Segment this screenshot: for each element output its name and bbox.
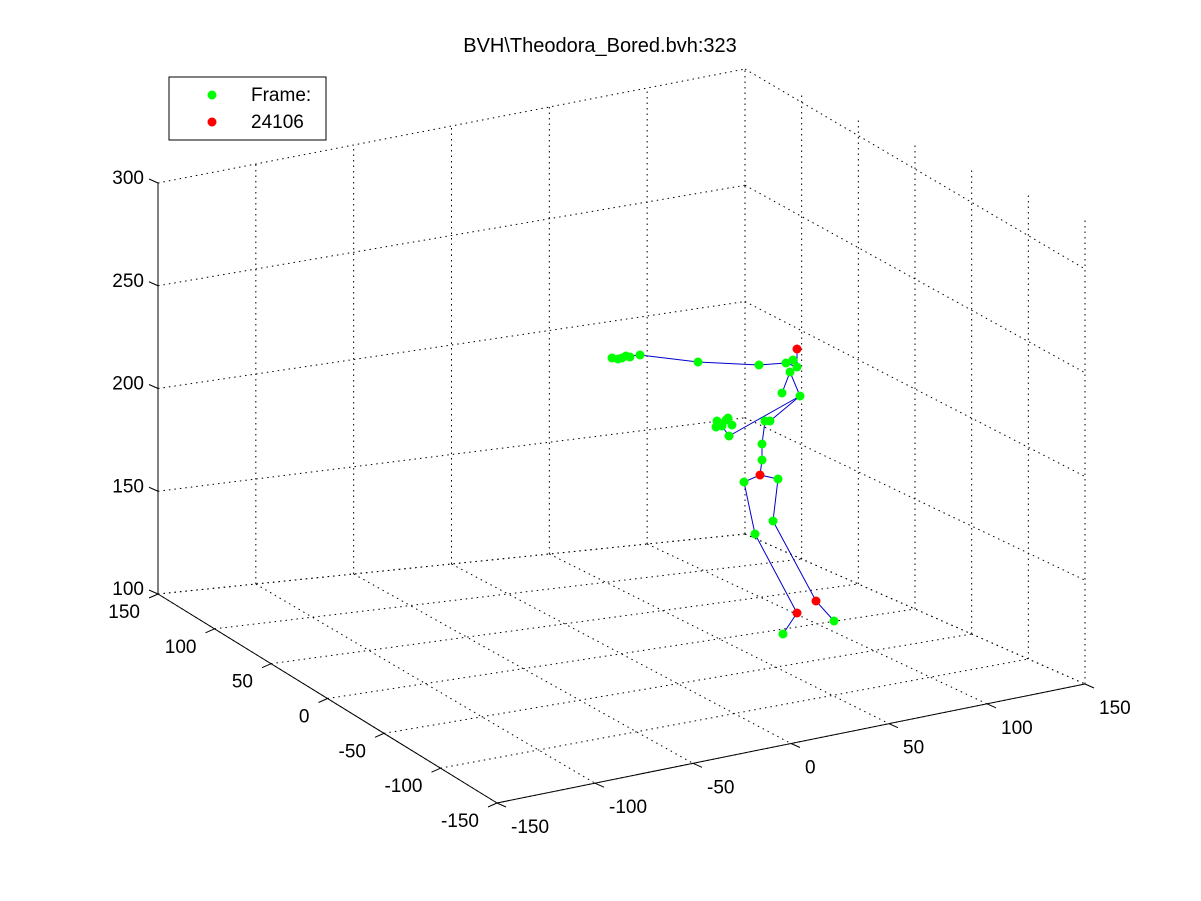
y-tick-mark [205,628,215,634]
joint-point [781,358,791,368]
x-tick-label: 0 [805,758,816,779]
joint-point [777,388,787,398]
joint-point [785,367,795,377]
z-tick-mark [148,486,159,492]
y-tick-mark [487,802,498,808]
joint-point [711,422,721,432]
left-wall-horizontal [157,68,746,184]
z-tick-mark [148,589,159,595]
highlight-joint-point [755,470,765,480]
x-tick-label: 50 [903,738,924,759]
x-tick-label: -50 [707,777,734,798]
floor-grid-line [270,583,859,665]
joint-point [773,474,783,484]
joint-point [739,477,749,487]
x-tick-label: 150 [1099,698,1131,719]
x-tick-mark [888,723,899,729]
z-tick-label: 100 [112,579,144,600]
joint-point [757,455,767,465]
y-tick-label: 100 [165,637,197,658]
joint-point [795,391,805,401]
legend-label-frame: Frame: [251,85,311,106]
joint-point [829,616,839,626]
x-tick-mark [496,802,507,808]
x-tick-label: 100 [1001,718,1033,739]
y-tick-mark [431,767,441,773]
x-tick-mark [1084,683,1095,689]
skeleton-bone [743,474,835,635]
highlight-joint-point [792,344,802,354]
z-tick-label: 300 [112,168,144,189]
y-tick-mark [148,593,159,599]
legend-marker-value [207,117,217,127]
z-tick-mark [148,178,159,184]
z-tick-label: 250 [112,271,144,292]
legend: Frame: 24106 [168,76,327,141]
joint-point [727,420,737,430]
joint-point [765,416,775,426]
joint-point [635,350,645,360]
z-tick-label: 150 [112,476,144,497]
floor-grid-line [383,633,972,734]
skeleton-bone [721,395,801,437]
y-tick-label: -100 [384,776,422,797]
joint-point [778,629,788,639]
joint-point [757,439,767,449]
z-tick-mark [148,384,159,389]
left-wall-horizontal [157,301,746,389]
joint-point [723,413,733,423]
x-tick-label: -150 [511,817,549,838]
legend-marker-frame [207,90,217,100]
highlight-joint-point [792,608,802,618]
floor-grid-line [214,558,802,630]
legend-label-value: 24106 [251,112,304,133]
floor-grid-line [451,563,792,744]
legend-box [168,76,327,141]
y-tick-mark [261,663,272,669]
z-tick-label: 200 [112,374,144,395]
x-tick-mark [790,743,801,748]
x-tick-label: -100 [609,797,647,818]
back-wall-horizontal [744,533,1086,685]
y-tick-mark [374,732,385,738]
y-tick-label: 0 [299,707,310,728]
joint-point [788,355,798,365]
joint-point [621,351,631,361]
highlight-joint-point [811,596,821,606]
y-tick-mark [318,698,328,703]
left-wall-horizontal [157,184,746,287]
y-tick-label: -50 [339,741,366,762]
x-tick-mark [594,782,605,788]
joint-point [754,360,764,370]
z-tick-mark [148,281,159,287]
x-tick-mark [986,703,997,709]
joint-point [768,516,778,526]
joint-point [750,529,760,539]
joint-point [724,431,734,441]
x-tick-mark [692,762,703,768]
y-tick-label: -150 [441,811,479,832]
joint-point [693,357,703,367]
joint-point [792,362,802,372]
floor-grid-line [327,608,916,699]
y-tick-label: 150 [108,602,140,623]
joint-point [613,354,623,364]
axes-box [157,183,1086,804]
back-wall-horizontal [744,417,1086,581]
skeleton-joints [607,344,839,639]
chart-title: BVH\Theodora_Bored.bvh:323 [463,35,737,57]
floor-grid-line [440,658,1029,769]
grid-lines [157,68,1086,804]
y-tick-label: 50 [232,672,253,693]
